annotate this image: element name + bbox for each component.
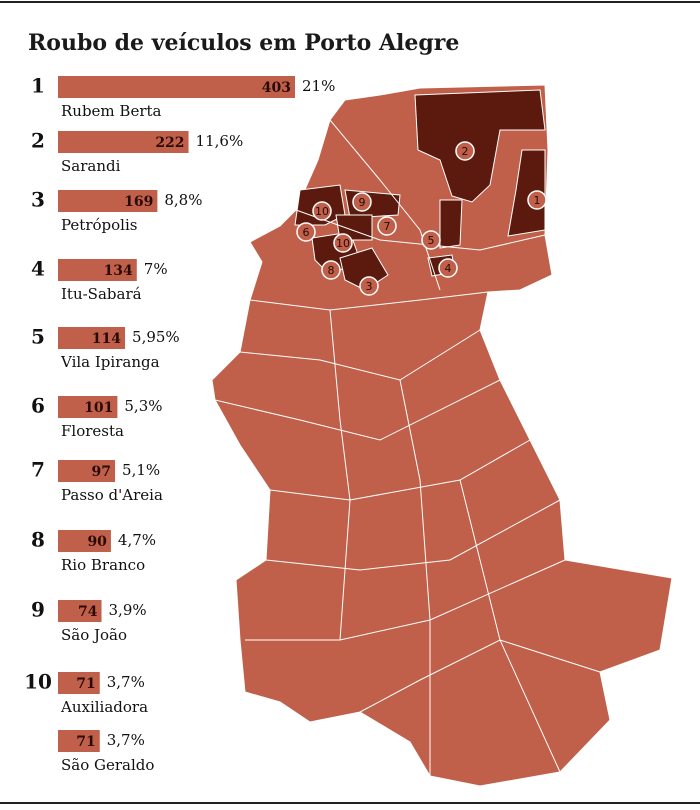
map-marker xyxy=(359,276,379,296)
category-label: São Geraldo xyxy=(61,756,154,774)
category-label: Floresta xyxy=(61,422,124,440)
category-label: Petrópolis xyxy=(61,216,137,234)
bar xyxy=(58,600,102,622)
bar xyxy=(58,672,100,694)
value-label: 74 xyxy=(78,604,98,620)
map-marker-label: 6 xyxy=(303,226,310,239)
share-label: 4,7% xyxy=(118,531,156,549)
map-marker-label: 4 xyxy=(445,262,452,275)
rank: 6 xyxy=(31,394,45,418)
category-label: Passo d'Areia xyxy=(61,486,163,504)
bar xyxy=(58,190,158,212)
rank: 8 xyxy=(31,528,45,552)
bar xyxy=(58,76,295,98)
map-marker-label: 10 xyxy=(315,205,329,218)
district-top xyxy=(439,199,463,249)
map-marker-label: 10 xyxy=(336,237,350,250)
map-marker xyxy=(321,260,341,280)
bar xyxy=(58,730,100,752)
share-label: 8,8% xyxy=(164,191,202,209)
chart-title: Roubo de veículos em Porto Alegre xyxy=(28,30,459,56)
share-label: 5,1% xyxy=(122,461,160,479)
map-marker xyxy=(296,222,316,242)
bar xyxy=(58,259,137,281)
category-label: São João xyxy=(61,626,127,644)
map-marker-label: 7 xyxy=(384,220,391,233)
share-label: 3,7% xyxy=(107,731,145,749)
value-label: 114 xyxy=(92,331,121,347)
value-label: 169 xyxy=(124,194,153,210)
rank: 10 xyxy=(24,670,52,694)
map-marker-label: 3 xyxy=(366,280,373,293)
map-marker-label: 5 xyxy=(428,234,435,247)
share-label: 5,3% xyxy=(124,397,162,415)
map-marker xyxy=(312,201,332,221)
map-marker-label: 8 xyxy=(328,264,335,277)
bar xyxy=(58,327,126,349)
share-label: 3,9% xyxy=(109,601,147,619)
bar xyxy=(58,396,118,418)
category-label: Auxiliadora xyxy=(60,698,148,716)
value-label: 71 xyxy=(76,734,95,750)
rank: 4 xyxy=(31,257,45,281)
bar xyxy=(58,131,189,153)
rank: 7 xyxy=(31,458,45,482)
map-marker xyxy=(455,141,475,161)
district-top xyxy=(414,89,546,203)
district-top xyxy=(507,149,546,237)
category-label: Vila Ipiranga xyxy=(60,353,160,371)
map-marker-label: 9 xyxy=(359,196,366,209)
map-marker-label: 1 xyxy=(534,194,541,207)
map-marker xyxy=(421,230,441,250)
map-marker-label: 2 xyxy=(462,145,469,158)
rank: 2 xyxy=(31,129,45,153)
city-outline xyxy=(211,84,673,787)
rank: 5 xyxy=(31,325,45,349)
bar xyxy=(58,460,116,482)
rank: 9 xyxy=(31,598,45,622)
map-marker xyxy=(352,192,372,212)
share-label: 21% xyxy=(302,77,335,95)
map-marker xyxy=(377,216,397,236)
share-label: 7% xyxy=(144,260,168,278)
value-label: 101 xyxy=(84,400,113,416)
category-label: Itu-Sabará xyxy=(61,285,142,303)
category-label: Sarandi xyxy=(61,157,121,175)
rank: 1 xyxy=(31,74,45,98)
share-label: 5,95% xyxy=(132,328,180,346)
share-label: 3,7% xyxy=(107,673,145,691)
map-marker xyxy=(333,233,353,253)
map-marker xyxy=(527,190,547,210)
value-label: 97 xyxy=(92,464,111,480)
district-lines xyxy=(214,119,601,776)
value-label: 134 xyxy=(104,263,133,279)
category-label: Rubem Berta xyxy=(61,102,162,120)
value-label: 71 xyxy=(76,676,95,692)
map-marker xyxy=(438,258,458,278)
bar xyxy=(58,530,111,552)
value-label: 222 xyxy=(155,135,184,151)
value-label: 403 xyxy=(262,80,291,96)
share-label: 11,6% xyxy=(196,132,244,150)
map xyxy=(211,84,673,787)
rank: 3 xyxy=(31,188,45,212)
value-label: 90 xyxy=(87,534,107,550)
category-label: Rio Branco xyxy=(61,556,145,574)
